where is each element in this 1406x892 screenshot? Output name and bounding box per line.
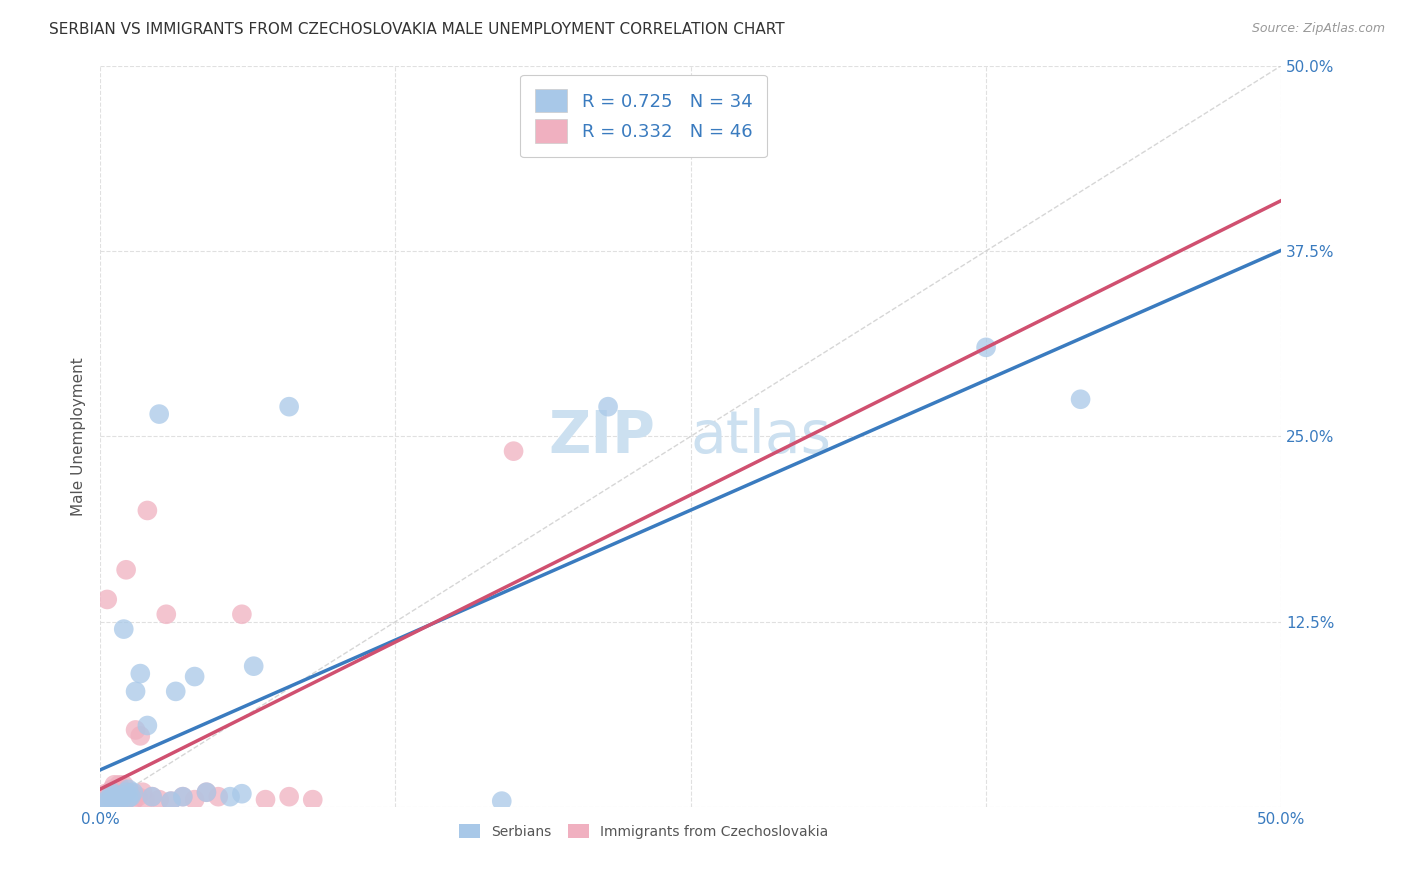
Point: [103, 778, 125, 792]
Point: [134, 792, 156, 806]
Text: SERBIAN VS IMMIGRANTS FROM CZECHOSLOVAKIA MALE UNEMPLOYMENT CORRELATION CHART: SERBIAN VS IMMIGRANTS FROM CZECHOSLOVAKI…: [49, 22, 785, 37]
Point: [115, 789, 138, 804]
Point: [105, 788, 128, 802]
Point: [115, 785, 138, 799]
Point: [127, 789, 149, 804]
Point: [231, 607, 253, 622]
Point: [183, 669, 205, 683]
Point: [148, 407, 170, 421]
Point: [112, 788, 135, 802]
Point: [155, 607, 177, 622]
Point: [129, 666, 152, 681]
Point: [96, 792, 118, 806]
Point: [105, 794, 128, 808]
Point: [136, 718, 159, 732]
Point: [117, 782, 139, 797]
Point: [101, 791, 124, 805]
Point: [120, 785, 142, 799]
Point: [502, 444, 524, 458]
Point: [242, 659, 264, 673]
Point: [148, 792, 170, 806]
Point: [129, 729, 152, 743]
Point: [110, 792, 132, 806]
Legend: Serbians, Immigrants from Czechoslovakia: Serbians, Immigrants from Czechoslovakia: [453, 819, 834, 845]
Point: [108, 792, 131, 806]
Point: [491, 794, 513, 808]
Point: [136, 503, 159, 517]
Point: [103, 792, 125, 806]
Point: [278, 400, 301, 414]
Point: [974, 340, 997, 354]
Point: [141, 789, 163, 804]
Point: [98, 785, 121, 799]
Point: [108, 778, 131, 792]
Point: [141, 789, 163, 804]
Point: [96, 788, 118, 802]
Point: [94, 796, 117, 810]
Point: [91, 792, 114, 806]
Point: [98, 796, 121, 810]
Text: Source: ZipAtlas.com: Source: ZipAtlas.com: [1251, 22, 1385, 36]
Point: [112, 787, 135, 801]
Text: atlas: atlas: [690, 408, 832, 465]
Point: [105, 794, 128, 808]
Point: [101, 796, 124, 810]
Point: [596, 400, 619, 414]
Point: [112, 796, 135, 810]
Point: [112, 778, 135, 792]
Point: [101, 782, 124, 797]
Point: [219, 789, 242, 804]
Point: [94, 787, 117, 801]
Point: [124, 723, 146, 737]
Point: [110, 782, 132, 797]
Point: [207, 789, 229, 804]
Point: [301, 792, 323, 806]
Point: [117, 791, 139, 805]
Point: [183, 792, 205, 806]
Point: [94, 796, 117, 810]
Point: [278, 789, 301, 804]
Point: [112, 622, 135, 636]
Point: [131, 785, 153, 799]
Point: [96, 592, 118, 607]
Point: [105, 782, 128, 797]
Point: [1070, 392, 1092, 407]
Point: [172, 789, 194, 804]
Point: [117, 788, 139, 802]
Point: [98, 794, 121, 808]
Point: [120, 789, 142, 804]
Point: [172, 789, 194, 804]
Y-axis label: Male Unemployment: Male Unemployment: [72, 357, 86, 516]
Text: ZIP: ZIP: [548, 408, 655, 465]
Point: [110, 789, 132, 804]
Point: [160, 794, 183, 808]
Point: [195, 785, 218, 799]
Point: [124, 684, 146, 698]
Point: [103, 785, 125, 799]
Point: [108, 789, 131, 804]
Point: [254, 792, 277, 806]
Point: [165, 684, 187, 698]
Point: [122, 785, 145, 799]
Point: [195, 785, 218, 799]
Point: [103, 788, 125, 802]
Point: [101, 785, 124, 799]
Point: [122, 794, 145, 808]
Point: [231, 787, 253, 801]
Point: [115, 563, 138, 577]
Point: [160, 794, 183, 808]
